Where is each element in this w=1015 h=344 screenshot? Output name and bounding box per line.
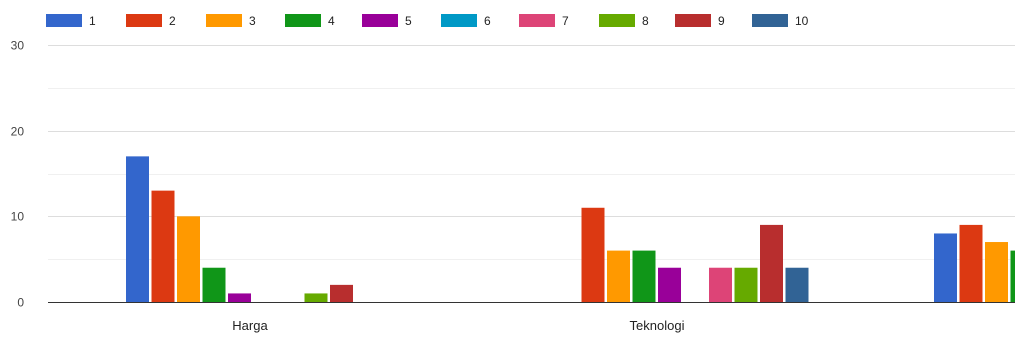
legend-swatch — [675, 14, 711, 27]
x-axis-labels: Harga Teknologi — [232, 318, 684, 333]
legend-label: 10 — [795, 14, 809, 28]
legend-item-4[interactable]: 4 — [285, 14, 335, 28]
y-axis-ticks: 0 10 20 30 — [11, 39, 25, 310]
legend-label: 3 — [249, 14, 256, 28]
bar-series-9-Teknologi — [760, 225, 783, 302]
legend-swatch — [441, 14, 477, 27]
legend: 1 2 3 4 5 6 7 8 9 10 — [46, 14, 809, 28]
legend-label: 8 — [642, 14, 649, 28]
legend-item-10[interactable]: 10 — [752, 14, 809, 28]
legend-item-2[interactable]: 2 — [126, 14, 176, 28]
legend-item-3[interactable]: 3 — [206, 14, 256, 28]
bar-series-8-Teknologi — [735, 268, 758, 302]
legend-label: 7 — [562, 14, 569, 28]
legend-item-1[interactable]: 1 — [46, 14, 96, 28]
bar-series-3-Teknologi — [607, 251, 630, 302]
legend-swatch — [206, 14, 242, 27]
legend-swatch — [752, 14, 788, 27]
bar-series-1-Harga — [126, 156, 149, 302]
legend-label: 9 — [718, 14, 725, 28]
legend-item-7[interactable]: 7 — [519, 14, 569, 28]
legend-label: 5 — [405, 14, 412, 28]
bar-series-10-Teknologi — [786, 268, 809, 302]
legend-swatch — [519, 14, 555, 27]
legend-item-8[interactable]: 8 — [599, 14, 649, 28]
bar-series-3-group-3 — [985, 242, 1008, 302]
bar-series-2-group-3 — [960, 225, 983, 302]
bar-series-2-Harga — [152, 191, 175, 302]
legend-item-6[interactable]: 6 — [441, 14, 491, 28]
legend-label: 1 — [89, 14, 96, 28]
bar-series-2-Teknologi — [582, 208, 605, 302]
y-tick-label: 10 — [11, 210, 25, 224]
bar-series-4-Teknologi — [633, 251, 656, 302]
legend-item-5[interactable]: 5 — [362, 14, 412, 28]
bar-series-3-Harga — [177, 216, 200, 302]
legend-swatch — [599, 14, 635, 27]
bar-series-4-Harga — [203, 268, 226, 302]
legend-label: 4 — [328, 14, 335, 28]
y-tick-label: 0 — [17, 296, 24, 310]
bar-series-7-Teknologi — [709, 268, 732, 302]
bar-series-5-Teknologi — [658, 268, 681, 302]
y-tick-label: 20 — [11, 125, 25, 139]
x-category-label: Teknologi — [630, 318, 685, 333]
legend-swatch — [285, 14, 321, 27]
bar-series-5-Harga — [228, 293, 251, 302]
bar-series-8-Harga — [305, 293, 328, 302]
legend-swatch — [126, 14, 162, 27]
legend-swatch — [362, 14, 398, 27]
bar-series-1-group-3 — [934, 233, 957, 302]
bar-series-4-group-3 — [1011, 251, 1015, 302]
x-category-label: Harga — [232, 318, 268, 333]
legend-item-9[interactable]: 9 — [675, 14, 725, 28]
y-tick-label: 30 — [11, 39, 25, 53]
bar-series-9-Harga — [330, 285, 353, 302]
legend-label: 6 — [484, 14, 491, 28]
bars — [126, 156, 1015, 302]
legend-swatch — [46, 14, 82, 27]
legend-label: 2 — [169, 14, 176, 28]
